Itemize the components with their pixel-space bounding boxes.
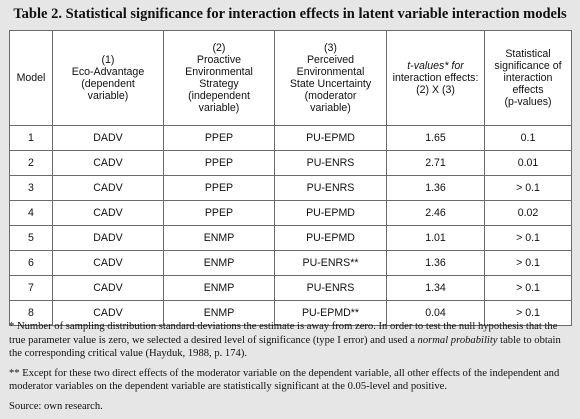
header-model: Model — [9, 30, 53, 126]
cell-eco-advantage: CADV — [52, 275, 164, 301]
footnote-t-values: * Number of sampling distribution standa… — [9, 321, 561, 359]
cell-p-value: > 0.1 — [484, 225, 572, 251]
table-row: 2 CADV PPEP PU-ENRS 2.71 0.01 — [9, 150, 572, 176]
cell-uncertainty: PU-EPMD** — [274, 300, 387, 326]
header-row: Model (1) Eco-Advantage (dependent varia… — [9, 30, 572, 126]
cell-uncertainty: PU-ENRS — [274, 275, 387, 301]
cell-model: 3 — [9, 175, 53, 201]
cell-uncertainty: PU-EPMD — [274, 125, 387, 151]
cell-proactive-strategy: PPEP — [163, 175, 275, 201]
cell-model: 8 — [9, 300, 53, 326]
cell-proactive-strategy: PPEP — [163, 200, 275, 226]
cell-model: 6 — [9, 250, 53, 276]
cell-eco-advantage: CADV — [52, 200, 164, 226]
table-row: 8 CADV ENMP PU-EPMD** 0.04 > 0.1 — [9, 300, 572, 326]
cell-proactive-strategy: ENMP — [163, 225, 275, 251]
header-t-values: t-values* for interaction effects: (2) X… — [386, 30, 485, 126]
cell-uncertainty: PU-ENRS — [274, 175, 387, 201]
cell-uncertainty: PU-ENRS — [274, 150, 387, 176]
cell-model: 1 — [9, 125, 53, 151]
cell-t-value: 0.04 — [386, 300, 485, 326]
cell-eco-advantage: CADV — [52, 150, 164, 176]
cell-proactive-strategy: PPEP — [163, 150, 275, 176]
cell-t-value: 1.36 — [386, 175, 485, 201]
cell-p-value: > 0.1 — [484, 275, 572, 301]
cell-uncertainty: PU-ENRS** — [274, 250, 387, 276]
header-proactive-strategy: (2) Proactive Environmental Strategy (in… — [163, 30, 275, 126]
table-row: 7 CADV ENMP PU-ENRS 1.34 > 0.1 — [9, 275, 572, 301]
cell-model: 7 — [9, 275, 53, 301]
cell-model: 4 — [9, 200, 53, 226]
source-note: Source: own research. — [9, 400, 103, 412]
footnote-direct-effects: ** Except for these two direct effects o… — [9, 367, 560, 393]
cell-proactive-strategy: PPEP — [163, 125, 275, 151]
cell-p-value: > 0.1 — [484, 175, 572, 201]
header-significance: Statistical significance of interaction … — [484, 30, 572, 126]
cell-eco-advantage: CADV — [52, 175, 164, 201]
cell-proactive-strategy: ENMP — [163, 250, 275, 276]
table-row: 1 DADV PPEP PU-EPMD 1.65 0.1 — [9, 125, 572, 151]
cell-p-value: 0.02 — [484, 200, 572, 226]
cell-proactive-strategy: ENMP — [163, 275, 275, 301]
cell-t-value: 1.01 — [386, 225, 485, 251]
table-row: 5 DADV ENMP PU-EPMD 1.01 > 0.1 — [9, 225, 572, 251]
significance-table: Model (1) Eco-Advantage (dependent varia… — [9, 30, 572, 326]
header-uncertainty: (3) Perceived Environmental State Uncert… — [274, 30, 387, 126]
cell-t-value: 1.36 — [386, 250, 485, 276]
cell-t-value: 1.34 — [386, 275, 485, 301]
cell-p-value: 0.01 — [484, 150, 572, 176]
table-row: 4 CADV PPEP PU-EPMD 2.46 0.02 — [9, 200, 572, 226]
table-row: 3 CADV PPEP PU-ENRS 1.36 > 0.1 — [9, 175, 572, 201]
header-eco-advantage: (1) Eco-Advantage (dependent variable) — [52, 30, 164, 126]
cell-t-value: 2.46 — [386, 200, 485, 226]
cell-model: 5 — [9, 225, 53, 251]
table-title: Table 2. Statistical significance for in… — [13, 6, 567, 22]
normal-probability-term: normal probability — [417, 334, 498, 346]
cell-eco-advantage: CADV — [52, 250, 164, 276]
cell-model: 2 — [9, 150, 53, 176]
cell-t-value: 1.65 — [386, 125, 485, 151]
table-row: 6 CADV ENMP PU-ENRS** 1.36 > 0.1 — [9, 250, 572, 276]
cell-eco-advantage: DADV — [52, 125, 164, 151]
cell-eco-advantage: DADV — [52, 225, 164, 251]
cell-uncertainty: PU-EPMD — [274, 225, 387, 251]
table-notes: * Number of sampling distribution standa… — [9, 320, 573, 419]
cell-t-value: 2.71 — [386, 150, 485, 176]
cell-p-value: > 0.1 — [484, 300, 572, 326]
cell-p-value: > 0.1 — [484, 250, 572, 276]
cell-p-value: 0.1 — [484, 125, 572, 151]
cell-uncertainty: PU-EPMD — [274, 200, 387, 226]
